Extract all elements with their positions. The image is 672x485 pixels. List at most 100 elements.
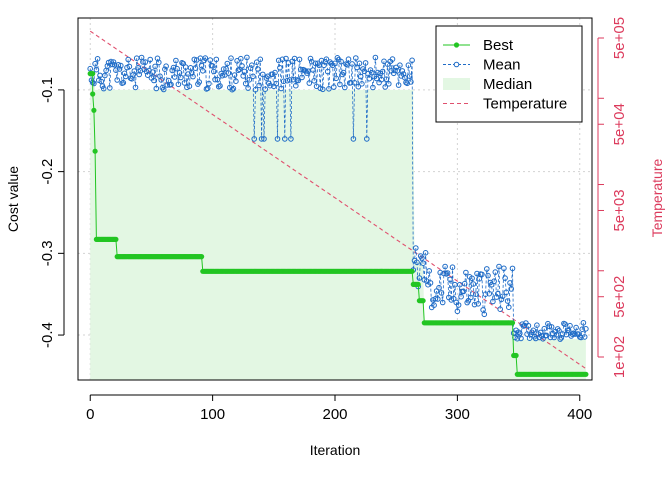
- mean-point: [318, 57, 325, 64]
- mean-point: [296, 56, 303, 63]
- mean-point: [537, 329, 544, 336]
- mean-point: [373, 75, 380, 82]
- mean-point: [420, 260, 426, 267]
- y2-tick-label: 5e+05: [611, 17, 628, 59]
- mean-point: [214, 76, 221, 83]
- mean-point: [169, 67, 175, 74]
- mean-point: [368, 69, 375, 76]
- mean-point: [532, 335, 539, 342]
- mean-point: [225, 70, 232, 76]
- mean-point: [354, 64, 360, 71]
- mean-point: [92, 60, 98, 67]
- mean-point: [282, 136, 288, 142]
- mean-point: [557, 336, 564, 342]
- x-axis: 0 100 200 300 400: [86, 394, 592, 423]
- mean-point: [501, 265, 507, 272]
- mean-point: [151, 77, 157, 84]
- mean-point: [356, 60, 363, 67]
- mean-point: [157, 73, 163, 79]
- best-point: [513, 352, 519, 359]
- best-point: [409, 268, 415, 274]
- mean-point: [372, 54, 379, 61]
- mean-point: [147, 56, 153, 63]
- mean-point: [382, 84, 389, 90]
- mean-point: [458, 293, 464, 300]
- mean-point: [107, 85, 113, 91]
- mean-point: [357, 73, 364, 80]
- mean-point: [152, 63, 158, 70]
- median-area: [90, 69, 586, 380]
- mean-point: [258, 136, 265, 142]
- best-point: [583, 371, 589, 377]
- mean-point: [405, 62, 412, 68]
- mean-point: [436, 284, 442, 291]
- mean-point: [355, 83, 362, 90]
- mean-point: [256, 82, 262, 89]
- mean-point: [293, 82, 299, 89]
- mean-point: [562, 321, 568, 328]
- mean-point: [245, 85, 251, 91]
- y-axis-label: Cost value: [5, 166, 21, 232]
- mean-point: [509, 265, 516, 272]
- mean-point: [209, 63, 216, 69]
- mean-point: [504, 298, 511, 304]
- mean-point: [514, 335, 521, 342]
- mean-point: [162, 66, 168, 72]
- mean-point: [469, 275, 475, 282]
- y-tick-label: -0.2: [39, 159, 56, 185]
- mean-point: [100, 85, 107, 92]
- mean-point: [365, 70, 371, 77]
- legend-label: Temperature: [483, 96, 567, 113]
- mean-point: [366, 75, 373, 82]
- mean-point: [326, 86, 332, 92]
- mean-point: [220, 66, 227, 72]
- mean-point: [104, 63, 111, 69]
- mean-point: [108, 58, 114, 65]
- mean-point: [283, 55, 289, 62]
- mean-point: [406, 73, 413, 79]
- mean-point: [431, 302, 437, 309]
- best-point: [90, 91, 96, 97]
- mean-point: [242, 80, 249, 87]
- mean-point: [435, 296, 441, 302]
- x-tick-label: 0: [86, 406, 94, 423]
- mean-point: [126, 63, 133, 70]
- mean-point: [306, 80, 313, 86]
- mean-point: [349, 61, 355, 67]
- mean-point: [246, 77, 253, 83]
- mean-point: [546, 323, 553, 330]
- mean-point: [491, 278, 497, 285]
- mean-point: [553, 332, 560, 338]
- mean-point: [573, 324, 579, 331]
- y-tick-label: -0.4: [39, 322, 56, 348]
- mean-point: [170, 64, 177, 71]
- mean-point: [389, 56, 396, 62]
- mean-point: [132, 84, 139, 91]
- mean-point: [229, 86, 235, 93]
- mean-point: [525, 322, 532, 329]
- mean-point: [463, 269, 469, 276]
- mean-point: [321, 62, 327, 69]
- mean-point: [213, 56, 220, 63]
- mean-point: [111, 62, 118, 68]
- mean-point: [202, 55, 209, 61]
- mean-point: [230, 85, 237, 92]
- mean-point: [472, 291, 479, 298]
- mean-point: [261, 136, 267, 142]
- mean-point: [556, 327, 562, 334]
- mean-point: [185, 71, 191, 77]
- mean-point: [390, 70, 397, 77]
- mean-point: [320, 86, 326, 93]
- mean-point: [267, 82, 273, 89]
- mean-point: [338, 58, 344, 65]
- mean-point: [567, 322, 573, 329]
- mean-point: [118, 62, 124, 69]
- mean-point: [381, 58, 387, 65]
- median-band: [90, 69, 586, 380]
- mean-point: [534, 322, 540, 329]
- mean-point: [286, 77, 293, 83]
- y2-tick-label: 5e+04: [611, 103, 628, 145]
- mean-point: [110, 59, 117, 65]
- mean-point: [475, 301, 482, 307]
